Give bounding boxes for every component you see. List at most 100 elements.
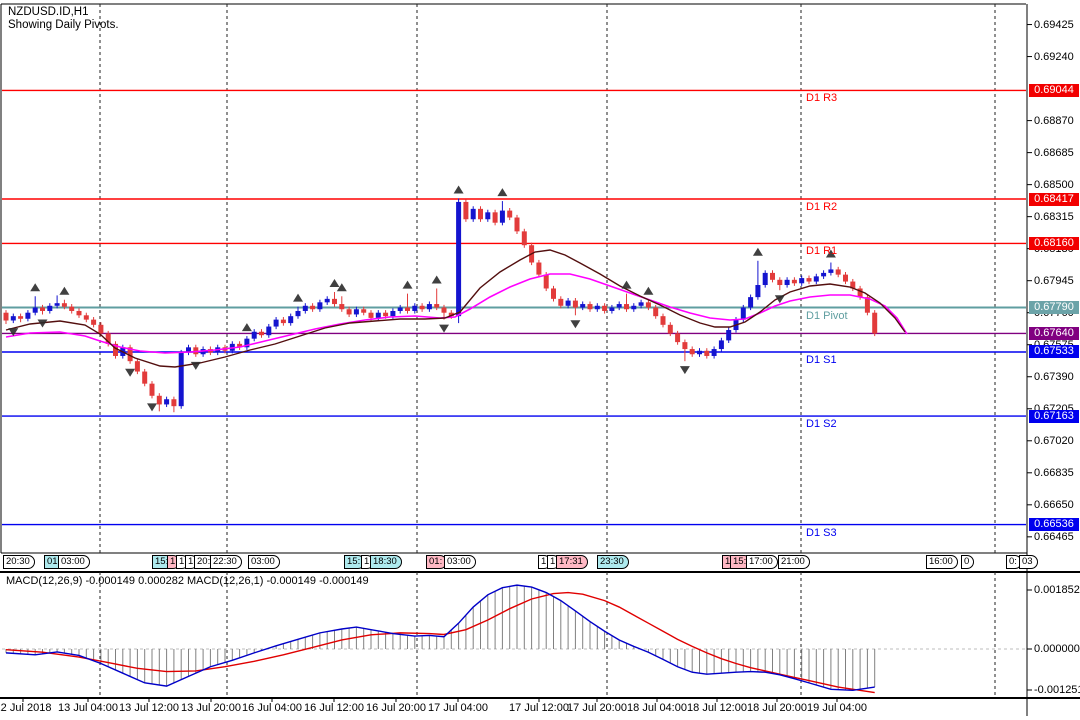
fractal-up-arrow xyxy=(59,286,70,295)
price-tick-label: 0.69240 xyxy=(1034,50,1074,63)
candle xyxy=(149,383,155,396)
candle xyxy=(843,274,848,282)
candle xyxy=(419,305,425,310)
candle xyxy=(485,212,491,220)
candle xyxy=(594,305,600,310)
candle xyxy=(558,298,564,306)
time-axis-label: 17 Jul 12:00 xyxy=(509,702,569,714)
candle xyxy=(295,310,301,317)
time-tag: 03 xyxy=(1019,555,1038,569)
pivot-label-d1-s1: D1 S1 xyxy=(806,353,837,366)
fractal-up-arrow xyxy=(453,185,464,194)
candle xyxy=(353,309,359,315)
candle xyxy=(872,312,878,334)
fractal-up-arrow xyxy=(752,247,763,256)
candle xyxy=(521,231,527,246)
candle xyxy=(368,312,374,318)
price-tick-label: 0.68315 xyxy=(1034,210,1074,223)
candle xyxy=(580,304,586,308)
candle xyxy=(857,288,863,298)
time-axis-label: 13 Jul 04:00 xyxy=(58,702,118,714)
candle xyxy=(361,309,367,313)
time-tag: 16:00 xyxy=(926,555,958,569)
fractal-up-arrow xyxy=(402,280,413,289)
candle xyxy=(551,288,556,299)
candle xyxy=(726,330,732,341)
macd-indicator-label: MACD(12,26,9) -0.000149 0.000282 MACD(12… xyxy=(6,575,369,587)
candle xyxy=(3,312,9,321)
candle xyxy=(682,342,688,350)
time-axis-label: 13 Jul 12:00 xyxy=(119,702,179,714)
candle xyxy=(711,349,717,356)
price-tick-label: 0.68685 xyxy=(1034,146,1074,159)
candle xyxy=(645,302,651,308)
fractal-up-arrow xyxy=(643,286,654,295)
candle xyxy=(18,316,24,319)
candle xyxy=(536,262,542,275)
candle xyxy=(667,324,673,334)
candle xyxy=(244,338,250,348)
macd-tick-label: -0.001251 xyxy=(1034,684,1080,696)
candle xyxy=(813,276,819,282)
price-badge-r: 0.69044 xyxy=(1029,83,1079,97)
candle xyxy=(54,303,60,306)
candle xyxy=(748,297,754,308)
candle xyxy=(777,279,783,286)
pivot-label-d1-r3: D1 R3 xyxy=(806,92,838,105)
candle xyxy=(288,316,294,324)
candle xyxy=(332,298,337,305)
chart-comment: Showing Daily Pivots. xyxy=(8,19,119,31)
price-badge-r: 0.68160 xyxy=(1029,236,1079,250)
time-tag: 0 xyxy=(961,555,975,569)
candle xyxy=(697,350,702,355)
candle xyxy=(10,316,16,321)
candle xyxy=(405,307,410,311)
candle xyxy=(799,278,805,284)
candle xyxy=(426,304,432,310)
candle xyxy=(280,319,286,324)
candle xyxy=(806,278,812,282)
price-badge-s: 0.67163 xyxy=(1029,409,1079,423)
time-tag: 17:31 xyxy=(556,555,588,569)
fractal-down-arrow xyxy=(679,366,690,375)
pivot-label-d1-pivot: D1 Pivot xyxy=(806,309,848,322)
candle xyxy=(543,274,549,289)
time-tag: 03:00 xyxy=(444,555,476,569)
fractal-up-arrow xyxy=(293,293,303,302)
candle xyxy=(83,315,89,320)
candle xyxy=(791,279,797,284)
candle xyxy=(266,326,272,336)
pivot-label-d1-r1: D1 R1 xyxy=(806,245,838,258)
candle xyxy=(441,307,447,313)
price-tick-label: 0.67390 xyxy=(1034,370,1074,383)
candle xyxy=(755,285,761,298)
candle xyxy=(762,272,768,286)
price-tick-label: 0.66835 xyxy=(1034,466,1074,479)
price-badge-cur: 0.67640 xyxy=(1029,326,1079,340)
time-axis-label: 18 Jul 20:00 xyxy=(747,702,807,714)
candle xyxy=(631,305,637,310)
fractal-down-arrow xyxy=(37,319,48,328)
candle xyxy=(675,333,681,343)
candle xyxy=(69,306,75,311)
candle xyxy=(565,300,571,306)
fractal-up-arrow xyxy=(336,283,347,292)
candle xyxy=(616,304,622,308)
candle xyxy=(660,316,666,325)
candle xyxy=(171,399,177,407)
candle xyxy=(835,269,841,275)
candle xyxy=(463,201,469,220)
price-tick-label: 0.66465 xyxy=(1034,530,1074,543)
candle xyxy=(587,304,593,310)
candle xyxy=(412,305,418,311)
candle xyxy=(178,352,184,407)
candle xyxy=(828,269,834,273)
time-axis-label: 16 Jul 20:00 xyxy=(366,702,426,714)
time-axis-label: 13 Jul 20:00 xyxy=(181,702,241,714)
candle xyxy=(784,279,790,286)
candle xyxy=(76,310,82,316)
price-badge-s: 0.66536 xyxy=(1029,518,1079,532)
fractal-down-arrow xyxy=(190,361,201,370)
